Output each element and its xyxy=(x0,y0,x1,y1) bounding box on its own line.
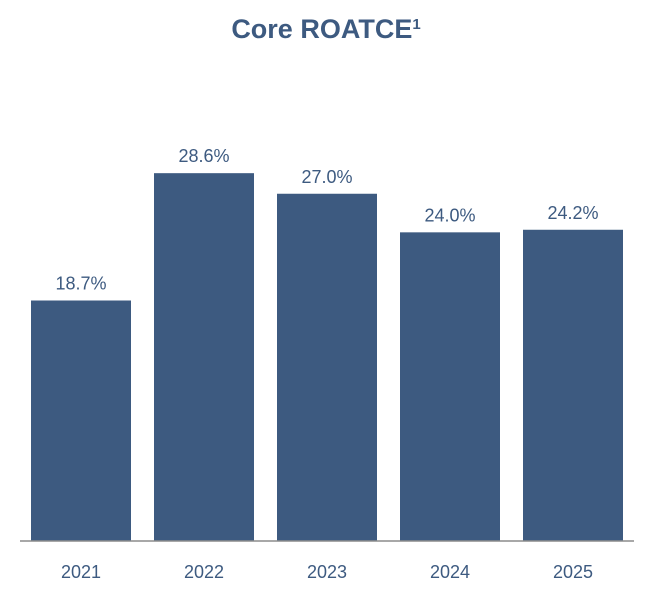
chart-title-footnote: 1 xyxy=(412,16,421,33)
x-tick-label-2024: 2024 xyxy=(430,562,470,582)
data-label-2024: 24.0% xyxy=(424,205,475,225)
x-tick-label-2023: 2023 xyxy=(307,562,347,582)
bar-2023 xyxy=(277,193,377,541)
x-tick-label-2021: 2021 xyxy=(61,562,101,582)
x-tick-label-2025: 2025 xyxy=(553,562,593,582)
bar-2025 xyxy=(523,229,623,541)
bar-2024 xyxy=(400,232,500,542)
data-label-2022: 28.6% xyxy=(178,146,229,166)
chart-title-text: Core ROATCE xyxy=(231,14,413,44)
data-label-2025: 24.2% xyxy=(547,203,598,223)
data-label-2023: 27.0% xyxy=(301,167,352,187)
bar-2021 xyxy=(31,300,131,541)
x-tick-label-2022: 2022 xyxy=(184,562,224,582)
data-label-2021: 18.7% xyxy=(55,273,106,293)
chart-title: Core ROATCE1 xyxy=(0,14,652,45)
x-tick-labels-group: 2021 2022 2023 2024 2025 xyxy=(61,562,593,582)
bar-2022 xyxy=(154,173,254,541)
data-labels-group: 18.7% 28.6% 27.0% 24.0% 24.2% xyxy=(55,146,598,293)
bars-group xyxy=(31,173,623,542)
